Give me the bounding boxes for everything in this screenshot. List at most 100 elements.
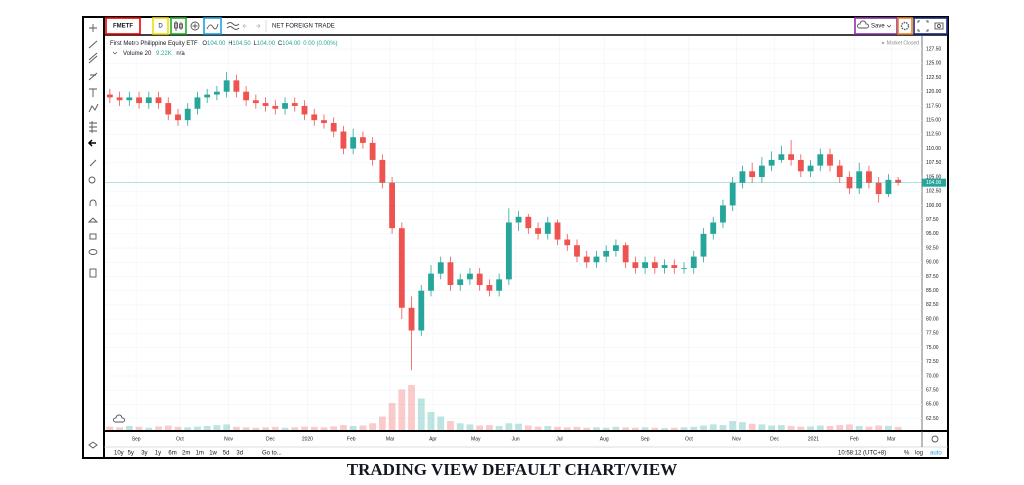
range-button[interactable]: 5y [128, 451, 134, 457]
volume-bar [466, 424, 474, 430]
y-tick-label: 120.00 [926, 89, 942, 95]
candle-body [291, 103, 298, 106]
drawing-mode-tool[interactable] [87, 217, 99, 223]
candle-body [535, 228, 541, 234]
candle-body [136, 97, 142, 104]
candle-body [690, 256, 697, 268]
prediction-tool[interactable] [88, 103, 99, 113]
templates-button[interactable] [226, 22, 240, 30]
y-tick-label: 65.00 [926, 402, 939, 408]
log-toggle[interactable]: log [915, 451, 923, 457]
volume-bar [719, 425, 727, 430]
fullscreen-button[interactable] [917, 20, 929, 32]
x-tick-label: 2020 [302, 436, 313, 442]
range-button[interactable]: 5d [223, 451, 230, 457]
interval[interactable]: D [158, 24, 163, 30]
range-button[interactable]: 1w [209, 451, 217, 457]
delete-tool[interactable] [89, 268, 97, 278]
undo-redo[interactable] [242, 23, 261, 29]
volume-bar [447, 421, 454, 430]
candle-body [359, 137, 366, 143]
candle-body [720, 205, 726, 223]
range-button[interactable]: 6m [168, 451, 176, 457]
y-tick-label: 105.00 [926, 174, 942, 180]
visibility-tool[interactable] [88, 249, 98, 255]
candle-body [340, 131, 347, 149]
range-button[interactable]: 10y [114, 451, 124, 457]
candle-body [866, 171, 872, 183]
candle-body [856, 171, 863, 189]
x-tick-label: Jun [512, 436, 520, 442]
indicators-button[interactable] [206, 23, 219, 30]
pattern-tool[interactable] [88, 72, 98, 81]
snapshot-button[interactable] [934, 22, 944, 30]
lock-tool[interactable] [89, 233, 97, 240]
volume-legend: Volume 20 9.22K n/a [123, 51, 185, 57]
volume-bar [651, 427, 659, 430]
zoom-tool[interactable] [88, 176, 96, 184]
candle-body [583, 256, 590, 263]
volume-bar [330, 426, 338, 430]
candle-body [778, 154, 785, 160]
market-status: Market Closed [887, 40, 919, 46]
volume-bar [836, 425, 844, 430]
volume-bar [641, 427, 649, 430]
clock: 10:58:12 (UTC+8) [838, 451, 886, 457]
object-tree[interactable] [88, 441, 98, 449]
candle-body [700, 233, 707, 257]
auto-toggle[interactable]: auto [930, 451, 942, 457]
compare-button[interactable] [190, 21, 200, 31]
range-button[interactable]: 3d [236, 451, 243, 457]
percent-toggle[interactable]: % [904, 451, 910, 457]
volume-bar [408, 385, 415, 430]
range-button[interactable]: 2m [182, 451, 190, 457]
candle-body [379, 159, 386, 183]
candle-body [467, 273, 473, 280]
volume-bar [184, 427, 192, 430]
trend-line-tool[interactable] [88, 40, 98, 49]
y-tick-label: 82.50 [926, 302, 939, 308]
range-button[interactable]: 1m [196, 451, 204, 457]
candle-body [642, 262, 649, 268]
symbol[interactable]: FMETF [113, 24, 133, 30]
volume-bar [729, 421, 737, 430]
save-dropdown[interactable] [886, 24, 892, 28]
candle-body [554, 222, 561, 240]
measure-tool[interactable] [89, 121, 97, 133]
candle-body [223, 80, 230, 92]
x-tick-label: Oct [685, 436, 693, 442]
volume-bar [310, 426, 318, 430]
range-button[interactable]: 3y [141, 451, 147, 457]
magnet-tool[interactable] [89, 199, 97, 206]
x-tick-label: May [471, 436, 481, 442]
x-tick-label: Feb [850, 436, 859, 442]
candle-body [408, 307, 415, 331]
volume-bar [680, 427, 688, 430]
text-tool[interactable] [89, 88, 97, 97]
legend-collapse[interactable] [112, 51, 118, 55]
range-button[interactable]: 1y [155, 451, 161, 457]
x-tick-label: Feb [347, 436, 356, 442]
candle-body [768, 159, 775, 166]
settings-button[interactable] [900, 21, 910, 31]
ruler-tool[interactable] [89, 159, 97, 167]
template-name[interactable]: NET FOREIGN TRADE [272, 24, 335, 30]
crosshair-tool[interactable] [89, 24, 97, 32]
goto-button[interactable]: Go to... [262, 451, 282, 457]
candle-body [564, 239, 571, 246]
volume-bar [875, 425, 883, 430]
volume-bar [437, 416, 445, 430]
fib-tool[interactable] [88, 52, 98, 64]
axis-settings[interactable] [931, 435, 939, 443]
candle-body [671, 265, 678, 268]
back-tool[interactable] [87, 139, 96, 147]
volume-bar [661, 428, 668, 430]
x-tick-label: Nov [224, 436, 233, 442]
candle-body [330, 122, 337, 132]
volume-bar [593, 427, 600, 430]
volume-bar [456, 423, 464, 430]
volume-bar [106, 426, 114, 430]
chart-type-button[interactable] [174, 21, 183, 31]
save-button[interactable]: Save [871, 24, 885, 30]
candle-body [593, 256, 600, 263]
